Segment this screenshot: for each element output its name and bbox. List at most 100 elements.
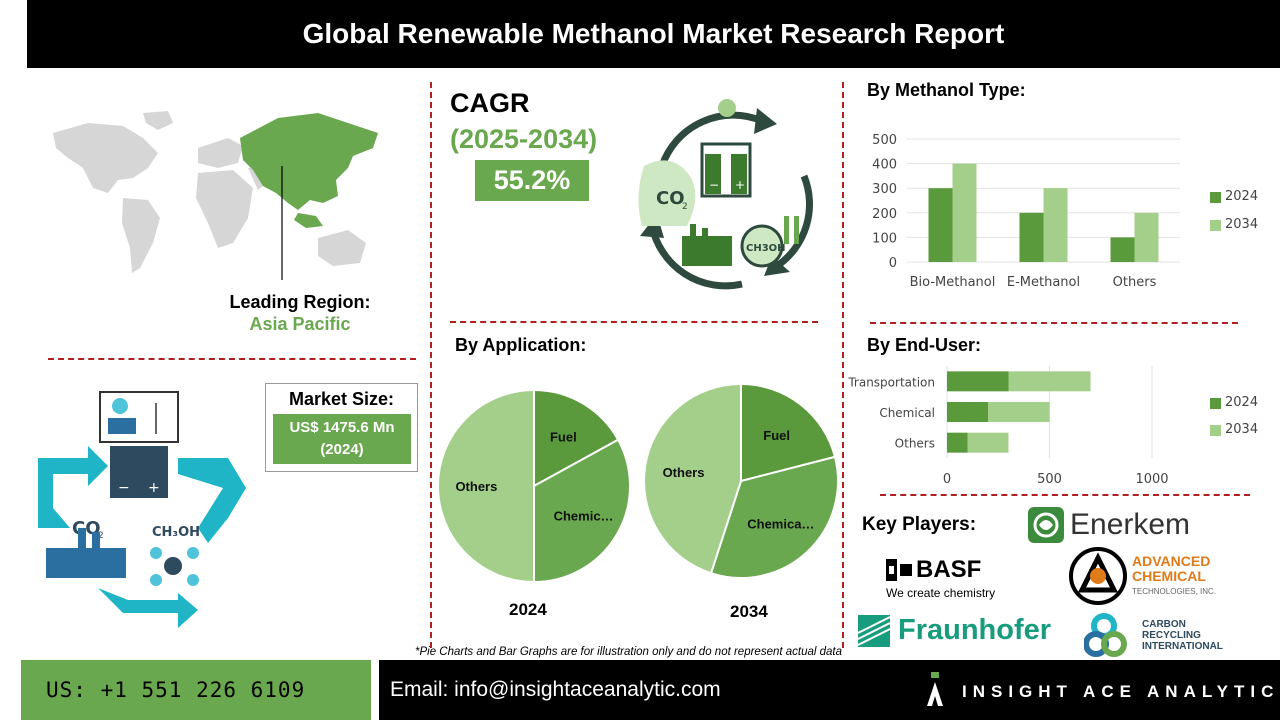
bar-2024-bio-methanol (928, 188, 953, 262)
leading-region-label: Leading Region: (229, 292, 371, 312)
svg-text:−: − (709, 178, 719, 192)
divider-methanol (870, 322, 1238, 324)
bar-2034-transportation (1008, 371, 1091, 392)
footer-phone[interactable]: US: +1 551 226 6109 (21, 660, 371, 720)
legend-swatch-2024 (1210, 192, 1221, 203)
pie-slice-chemica (709, 455, 839, 579)
page-title: Global Renewable Methanol Market Researc… (27, 0, 1280, 68)
basf-name: BASF (916, 556, 982, 583)
footer-email[interactable]: Email: info@insightaceanalytic.com (390, 678, 721, 701)
act-name-2: CHEMICAL (1132, 567, 1206, 584)
legend-label-2024: 2024 (1225, 189, 1259, 204)
divider-enduser (880, 494, 1250, 496)
disclaimer: *Pie Charts and Bar Graphs are for illus… (415, 646, 843, 658)
y-tick-label: Transportation (847, 375, 935, 389)
pie-slice-chemic (533, 438, 631, 584)
legend-label-2034: 2034 (1225, 217, 1259, 232)
legend-label-2024-enduser: 2024 (1225, 395, 1259, 410)
cri-name-3: INTERNATIONAL (1142, 640, 1223, 652)
advanced-chemical-logo: ADVANCED CHEMICAL TECHNOLOGIES, INC. (1068, 546, 1216, 606)
pie-label: Fuel (550, 429, 577, 444)
cagr-label: CAGR (450, 88, 530, 118)
act-name-3: TECHNOLOGIES, INC. (1132, 586, 1217, 596)
y-tick-label: 500 (872, 133, 897, 148)
svg-text:2: 2 (98, 531, 104, 541)
svg-text:+: + (735, 178, 745, 192)
x-tick-label: Bio-Methanol (910, 275, 996, 290)
basf-mark-icon (886, 559, 912, 581)
cri-name-2: RECYCLING (1142, 629, 1201, 641)
divider-cagr (450, 321, 818, 323)
legend-label-2034-enduser: 2034 (1225, 422, 1259, 437)
legend-swatch-2034-enduser (1210, 425, 1221, 436)
pie-label: Others (455, 479, 497, 494)
enerkem-mark-icon (1028, 507, 1064, 543)
svg-text:CO: CO (656, 188, 685, 209)
pie-slice-others (437, 388, 535, 584)
end-user-title: By End-User: (867, 335, 982, 355)
divider-left (430, 82, 432, 648)
methanol-type-bar-chart: 0 100 200 300 400 500 Bio-Methanol E-Methanol Ot… (872, 133, 1180, 290)
bar-2034-others (1134, 212, 1159, 262)
x-tick-label: Others (1113, 275, 1157, 290)
y-tick-label: 100 (872, 231, 897, 246)
insight-ace-logo-icon (927, 672, 943, 706)
cri-mark-icon (1084, 613, 1127, 657)
enerkem-name: Enerkem (1070, 508, 1191, 541)
bar-2034-e-methanol (1043, 188, 1068, 262)
pie-label: Fuel (763, 428, 790, 443)
pie-label: Others (663, 465, 705, 480)
x-tick-label: 500 (1037, 472, 1062, 487)
act-name-1: ADVANCED (1132, 552, 1211, 569)
y-tick-label: 400 (872, 158, 897, 173)
methanol-type-title: By Methanol Type: (867, 80, 1026, 100)
cagr-period: (2025-2034) (450, 124, 598, 154)
renewable-energy-flow-icon: − + CO 2 CH₃OH (38, 391, 246, 628)
pie-year-2034: 2034 (730, 602, 768, 621)
pie-slice-fuel (533, 388, 620, 488)
bar-2024-transportation (947, 371, 1009, 392)
bar-2034-others (967, 432, 1009, 453)
bar-2034-chemical (988, 402, 1050, 422)
fraunhofer-mark-icon (858, 614, 890, 647)
divider-region (48, 358, 416, 360)
key-players-label: Key Players: (862, 514, 977, 535)
fraunhofer-logo: Fraunhofer (858, 614, 1051, 647)
y-tick-label: 200 (872, 207, 897, 222)
market-size-amount: US$ 1475.6 Mn (289, 419, 395, 436)
basf-logo: BASF We create chemistry (886, 556, 995, 600)
cagr-value: 55.2% (475, 160, 589, 201)
y-tick-label: Others (895, 437, 935, 451)
footer-bar (379, 660, 1280, 720)
pie-slice-fuel (740, 382, 837, 483)
y-tick-label: 300 (872, 182, 897, 197)
bar-2034-bio-methanol (952, 163, 977, 262)
x-tick-label: E-Methanol (1007, 275, 1080, 290)
footer-brand: INSIGHT ACE ANALYTIC (962, 682, 1280, 701)
basf-tagline: We create chemistry (886, 586, 996, 600)
divider-right (842, 82, 844, 648)
co2-to-methanol-cycle-icon: CO 2 − + CH3OH (638, 99, 813, 290)
application-title: By Application: (455, 335, 587, 355)
svg-text:CH3OH: CH3OH (746, 243, 786, 254)
svg-text:2: 2 (682, 202, 688, 212)
world-map-icon (53, 111, 378, 280)
pie-label: Chemica… (747, 516, 814, 531)
y-tick-label: 0 (889, 256, 897, 271)
asia-pacific-region (240, 113, 378, 210)
y-tick-label: Chemical (879, 406, 935, 420)
bar-2024-others (947, 432, 968, 453)
legend-swatch-2034 (1210, 220, 1221, 231)
pie-label: Chemic… (554, 508, 614, 523)
bar-2024-others (1110, 237, 1135, 262)
legend-swatch-2024-enduser (1210, 398, 1221, 409)
carbon-recycling-logo: CARBON RECYCLING INTERNATIONAL (1084, 612, 1223, 658)
x-tick-label: 1000 (1135, 472, 1168, 487)
act-mark-icon (1069, 547, 1127, 605)
application-pie-2024: Fuel Chemic… Others (437, 388, 631, 584)
svg-text:+: + (148, 480, 160, 496)
market-size-label: Market Size: (288, 389, 395, 409)
bar-2024-chemical (947, 402, 988, 422)
bar-2024-e-methanol (1019, 212, 1044, 262)
pie-year-2024: 2024 (509, 600, 547, 619)
